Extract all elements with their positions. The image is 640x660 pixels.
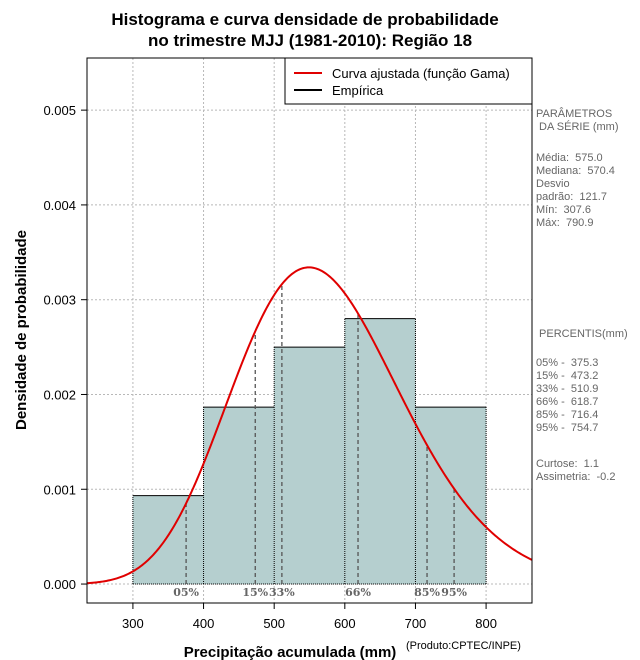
legend-box: [284, 57, 533, 105]
chart-title-line1: Histograma e curva densidade de probabil…: [111, 10, 498, 29]
y-axis-title: Densidade de probabilidade: [13, 230, 30, 430]
x-tick-label-3: 600: [334, 616, 356, 631]
y-tick-label-0: 0.000: [43, 577, 76, 592]
gamma-curve-line: [86, 266, 533, 585]
y-tick-label-5: 0.005: [43, 103, 76, 118]
y-axis: 0.000 0.001 0.002 0.003 0.004 0.005: [43, 103, 87, 592]
legend-label-empirical: Empírica: [332, 83, 384, 98]
y-tick-label-2: 0.002: [43, 387, 76, 402]
percentile-labels: 05% 15% 33% 66% 85% 95%: [173, 586, 467, 599]
y-tick-label-4: 0.004: [43, 198, 76, 213]
legend-label-curve: Curva ajustada (função Gama): [332, 66, 510, 81]
percentile-lines: [185, 284, 455, 585]
percentis-title: PERCENTIS(mm): [536, 328, 628, 340]
fitted-curve: [86, 266, 533, 585]
histogram-bar-0: [132, 495, 204, 585]
legend: Curva ajustada (função Gama) Empírica: [284, 57, 533, 105]
percentile-label-1: 15%: [242, 586, 268, 599]
y-tick-label-1: 0.001: [43, 482, 76, 497]
chart-title-line2: no trimestre MJJ (1981-2010): Região 18: [148, 31, 472, 50]
percentile-label-0: 05%: [173, 586, 199, 599]
histogram-bar-1: [203, 407, 275, 585]
y-tick-label-3: 0.003: [43, 293, 76, 308]
histogram-bar-2: [274, 347, 345, 585]
x-tick-label-4: 700: [405, 616, 427, 631]
percentile-label-2: 33%: [269, 586, 295, 599]
params-title: PARÂMETROS DA SÉRIE (mm): [536, 108, 619, 133]
histogram-bars: [132, 318, 487, 585]
percentile-label-4: 85%: [414, 586, 440, 599]
x-tick-label-2: 500: [263, 616, 285, 631]
x-axis: 300 400 500 600 700 800: [122, 603, 497, 631]
x-tick-label-1: 400: [193, 616, 215, 631]
credit-label: (Produto:CPTEC/INPE): [406, 640, 521, 652]
histogram-bar-4: [415, 407, 487, 585]
percentile-label-5: 95%: [441, 586, 467, 599]
percentile-label-3: 66%: [345, 586, 371, 599]
percentis-values: 05% - 375.3 15% - 473.2 33% - 510.9 66% …: [536, 357, 599, 434]
histogram-bar-3: [344, 318, 416, 585]
params-values: Média: 575.0 Mediana: 570.4 Desvio padrã…: [536, 152, 615, 229]
shape-stats: Curtose: 1.1 Assimetria: -0.2: [536, 458, 616, 483]
x-tick-label-0: 300: [122, 616, 144, 631]
x-tick-label-5: 800: [475, 616, 497, 631]
x-axis-title: Precipitação acumulada (mm): [184, 644, 397, 660]
